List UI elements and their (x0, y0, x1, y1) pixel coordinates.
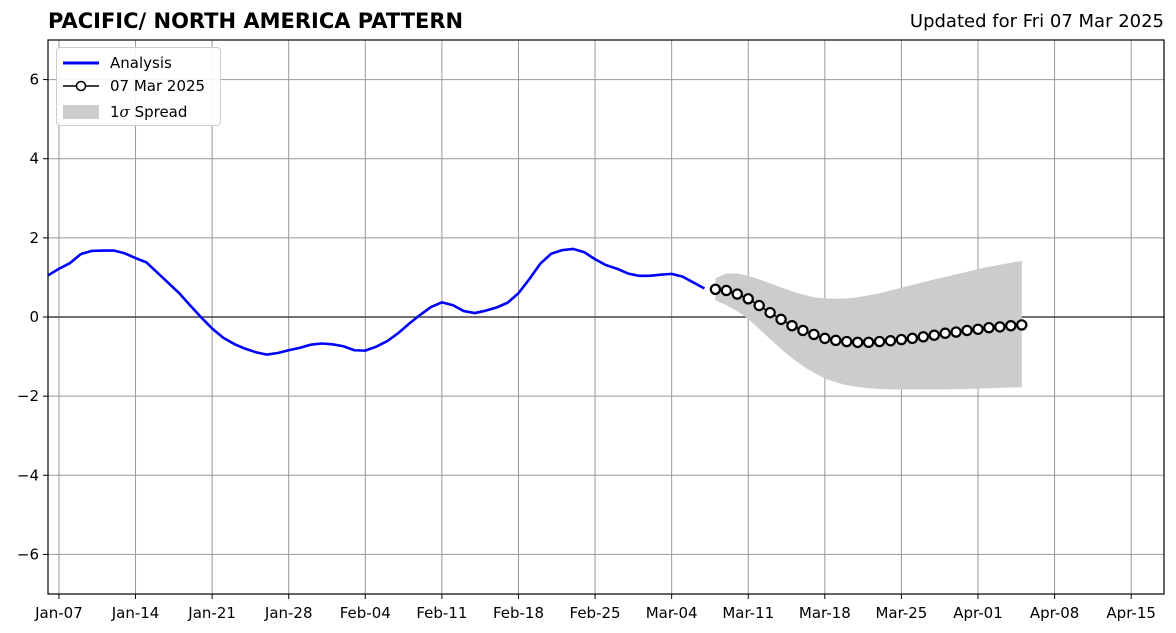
legend-spread-swatch-icon (63, 105, 99, 119)
x-tick-label: Feb-25 (570, 604, 621, 622)
legend-spread-sigma: σ (119, 103, 130, 121)
forecast-point (928, 329, 940, 341)
y-tick-label: 4 (29, 150, 39, 168)
forecast-point (764, 306, 776, 319)
chart-title: PACIFIC/ NORTH AMERICA PATTERN (48, 9, 464, 33)
forecast-point (851, 336, 864, 349)
x-tick-label: Mar-25 (875, 604, 927, 622)
forecast-point (830, 334, 842, 347)
legend-item-spread: 1σ Spread (57, 102, 220, 122)
x-tick-label: Jan-21 (187, 604, 236, 622)
forecast-point (972, 323, 984, 335)
legend-spread-prefix: 1 (110, 103, 120, 121)
y-tick-label: −2 (17, 387, 39, 405)
x-tick-label: Jan-07 (34, 604, 83, 622)
chart-legend: Analysis 07 Mar 2025 1σ Spread (56, 47, 221, 126)
legend-item-analysis: Analysis (57, 53, 220, 73)
forecast-point (862, 336, 875, 349)
forecast-point (994, 321, 1006, 333)
x-tick-label: Mar-04 (646, 604, 698, 622)
forecast-point (950, 326, 962, 338)
x-tick-label: Jan-28 (264, 604, 313, 622)
forecast-point (797, 324, 809, 337)
forecast-point (873, 335, 886, 348)
legend-label-analysis: Analysis (110, 54, 172, 72)
legend-item-forecast: 07 Mar 2025 (57, 76, 220, 96)
y-tick-label: −4 (17, 466, 39, 484)
forecast-point (884, 335, 897, 347)
x-tick-label: Mar-11 (722, 604, 774, 622)
forecast-point (786, 320, 798, 332)
forecast-point (808, 328, 820, 341)
forecast-point (939, 327, 951, 339)
chart-updated-label: Updated for Fri 07 Mar 2025 (909, 11, 1164, 32)
forecast-point (983, 321, 995, 334)
x-tick-label: Feb-18 (493, 604, 544, 622)
forecast-point (1016, 319, 1028, 331)
x-tick-label: Jan-14 (111, 604, 160, 622)
y-tick-label: 2 (29, 229, 39, 247)
legend-analysis-line-icon (63, 61, 99, 65)
legend-forecast-marker-icon (63, 80, 99, 92)
forecast-point (775, 313, 787, 326)
x-tick-label: Feb-11 (416, 604, 467, 622)
x-tick-label: Apr-08 (1030, 604, 1080, 622)
x-tick-label: Mar-18 (799, 604, 851, 622)
forecast-point (709, 283, 722, 295)
forecast-point (720, 284, 733, 297)
forecast-point (917, 331, 929, 343)
spread-band (715, 260, 1022, 390)
legend-spread-suffix: Spread (129, 103, 188, 121)
forecast-point (742, 293, 754, 305)
y-tick-label: 6 (29, 71, 39, 89)
forecast-point (731, 288, 743, 300)
forecast-point (819, 332, 831, 345)
forecast-point (753, 299, 765, 312)
y-tick-label: 0 (29, 308, 39, 326)
forecast-point (906, 332, 919, 345)
plot-frame (47, 39, 1165, 595)
x-tick-label: Apr-15 (1106, 604, 1156, 622)
legend-label-spread: 1σ Spread (110, 103, 187, 121)
legend-label-forecast: 07 Mar 2025 (110, 77, 206, 95)
forecast-point (895, 333, 908, 346)
analysis-line (47, 247, 706, 356)
forecast-point (841, 335, 853, 348)
forecast-point (961, 324, 973, 337)
x-tick-label: Apr-01 (953, 604, 1003, 622)
x-tick-label: Feb-04 (340, 604, 391, 622)
forecast-point (1005, 320, 1017, 332)
y-tick-label: −6 (17, 545, 39, 563)
